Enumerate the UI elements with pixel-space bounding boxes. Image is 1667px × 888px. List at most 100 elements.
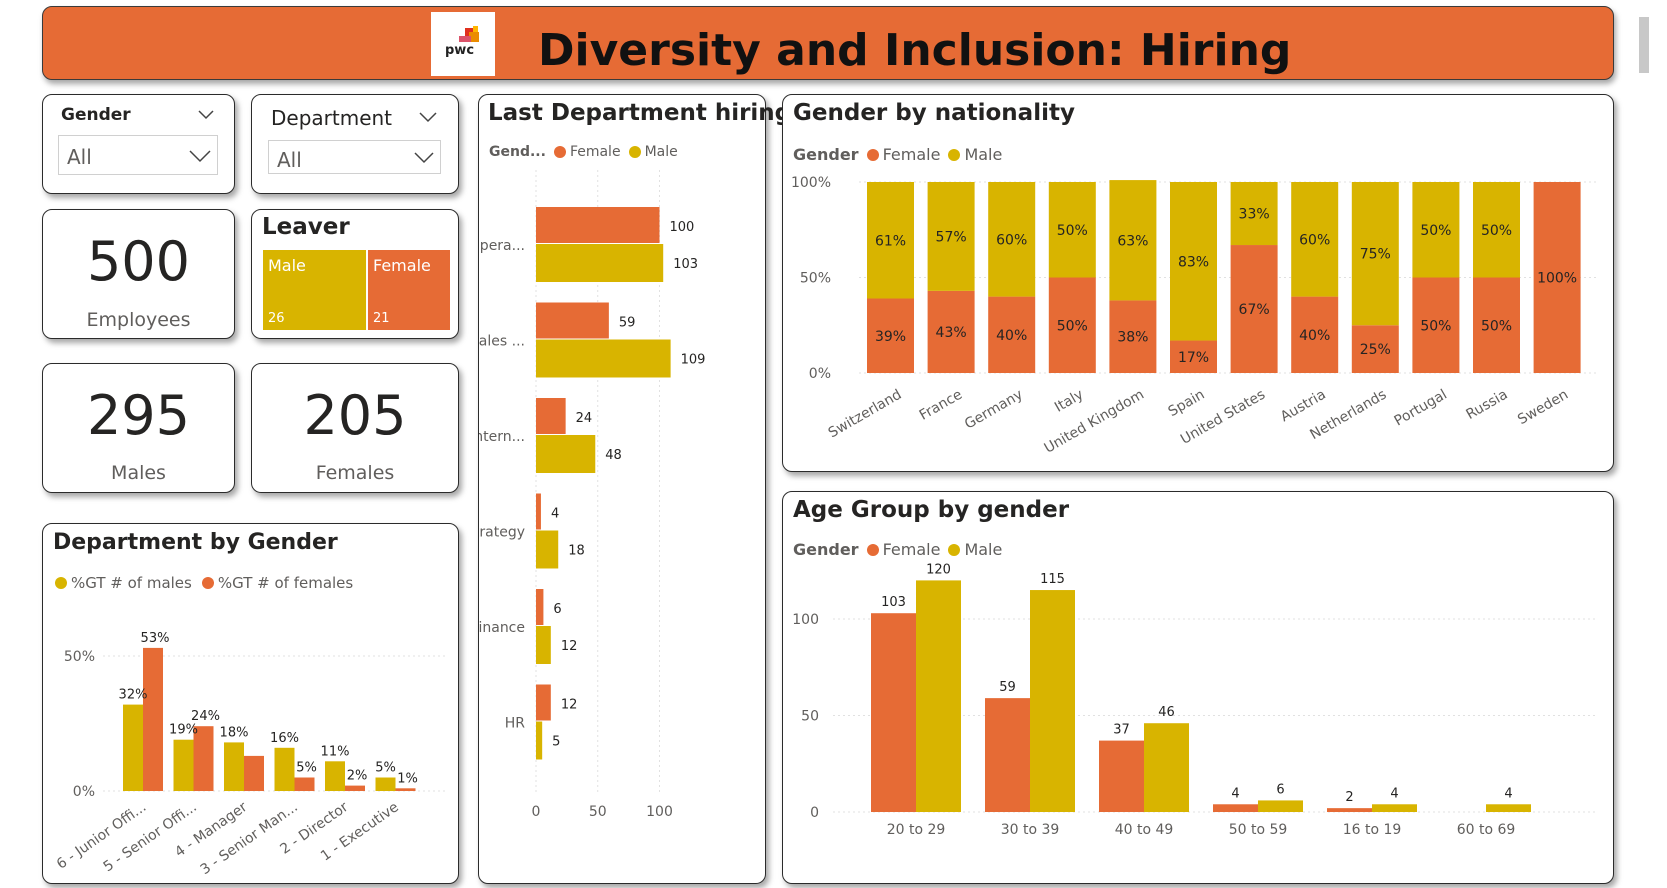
male-bar[interactable] xyxy=(916,580,961,812)
female-bar[interactable] xyxy=(1533,182,1581,373)
female-bar[interactable] xyxy=(1099,740,1144,812)
data-label: 11% xyxy=(321,744,350,759)
males-bar[interactable] xyxy=(173,739,194,791)
gender-slicer[interactable]: Gender All xyxy=(42,94,235,194)
male-bar[interactable] xyxy=(1412,182,1460,278)
data-label: 40% xyxy=(1299,328,1330,344)
department-slicer[interactable]: Department All xyxy=(251,94,459,194)
male-bar[interactable] xyxy=(536,530,559,569)
category-label: Portugal xyxy=(1392,387,1450,430)
legend-male[interactable]: Male xyxy=(644,144,678,160)
female-bar[interactable] xyxy=(867,298,914,373)
male-bar[interactable] xyxy=(1030,590,1075,812)
male-bar[interactable] xyxy=(536,435,596,473)
males-bar[interactable] xyxy=(375,777,396,792)
legend-female[interactable]: Female xyxy=(882,145,941,164)
legend-male[interactable]: Male xyxy=(964,145,1003,164)
male-bar[interactable] xyxy=(1486,804,1531,812)
last-department-hiring-plot: 0 50 100 Opera... 100 103 Sales ... 59 109 Intern… xyxy=(479,170,705,820)
females-bar[interactable] xyxy=(345,785,365,791)
data-label: 24% xyxy=(191,709,220,724)
legend-swatch-female xyxy=(866,148,879,161)
leaver-female-tile[interactable]: Female 21 xyxy=(368,250,450,330)
male-bar[interactable] xyxy=(1291,182,1339,297)
chevron-down-icon[interactable] xyxy=(198,109,214,121)
male-bar[interactable] xyxy=(1230,182,1278,246)
scrollbar[interactable] xyxy=(1639,17,1649,73)
female-bar[interactable] xyxy=(536,684,551,721)
female-bar[interactable] xyxy=(536,493,541,530)
leaver-male-tile[interactable]: Male 26 xyxy=(263,250,366,330)
female-bar[interactable] xyxy=(871,613,916,812)
males-bar[interactable] xyxy=(224,742,244,791)
chart-legend: Gender Female Male xyxy=(793,540,1002,559)
female-bar[interactable] xyxy=(536,589,544,625)
male-bar[interactable] xyxy=(1048,182,1096,278)
age-group-by-gender-chart: Age Group by gender Gender Female Male 1… xyxy=(782,491,1614,884)
females-bar[interactable] xyxy=(143,647,163,791)
legend-male[interactable]: Male xyxy=(964,540,1003,559)
legend-males[interactable]: %GT # of males xyxy=(71,574,192,592)
y-tick-label: 50% xyxy=(64,649,95,665)
female-bar[interactable] xyxy=(536,398,566,434)
y-tick-label: 0% xyxy=(73,784,95,800)
male-bar[interactable] xyxy=(1144,723,1189,812)
leaver-card: Leaver Male 26 Female 21 xyxy=(251,209,459,339)
male-bar[interactable] xyxy=(1372,804,1417,812)
female-bar[interactable] xyxy=(1170,340,1217,373)
legend-female[interactable]: Female xyxy=(882,540,941,559)
chart-legend: Gender Female Male xyxy=(793,145,1002,164)
chevron-down-icon[interactable] xyxy=(419,111,437,123)
female-bar[interactable] xyxy=(1048,277,1096,374)
category-label: 20 to 29 xyxy=(887,822,946,838)
legend-swatch-male xyxy=(628,146,641,158)
male-bar[interactable] xyxy=(867,182,914,299)
female-bar[interactable] xyxy=(1327,808,1372,812)
female-bar[interactable] xyxy=(1230,245,1278,373)
male-bar[interactable] xyxy=(536,721,543,760)
gender-dropdown[interactable]: All xyxy=(58,135,218,175)
male-bar[interactable] xyxy=(1351,182,1399,326)
female-bar[interactable] xyxy=(1109,300,1157,373)
male-bar[interactable] xyxy=(988,182,1036,297)
male-bar[interactable] xyxy=(1109,180,1157,301)
data-label: 61% xyxy=(875,233,906,249)
data-label: 83% xyxy=(1178,254,1209,270)
gender-by-nationality-plot: 100% 50% 0% 39% 61% Switzerland 43% 57% France 40… xyxy=(791,175,1598,457)
male-bar[interactable] xyxy=(536,244,664,282)
female-bar[interactable] xyxy=(1412,277,1460,374)
male-bar[interactable] xyxy=(927,182,975,291)
male-bar[interactable] xyxy=(536,339,671,378)
category-label: Switzerland xyxy=(826,387,905,442)
data-label: 50% xyxy=(1481,223,1512,239)
male-bar[interactable] xyxy=(1170,182,1217,341)
female-bar[interactable] xyxy=(985,698,1030,812)
female-bar[interactable] xyxy=(536,207,660,243)
males-bar[interactable] xyxy=(123,704,143,791)
female-bar[interactable] xyxy=(988,296,1036,373)
male-bar[interactable] xyxy=(536,626,551,664)
legend-female[interactable]: Female xyxy=(569,144,621,160)
female-bar[interactable] xyxy=(1213,804,1258,812)
legend-females[interactable]: %GT # of females xyxy=(217,574,354,592)
male-bar[interactable] xyxy=(1258,800,1303,812)
data-label: 33% xyxy=(1239,207,1270,223)
female-bar[interactable] xyxy=(1351,325,1399,373)
males-bar[interactable] xyxy=(325,761,345,791)
females-bar[interactable] xyxy=(193,726,214,791)
female-bar[interactable] xyxy=(536,302,609,339)
category-label: Austria xyxy=(1278,387,1329,426)
females-bar[interactable] xyxy=(395,788,416,791)
category-label: Germany xyxy=(962,387,1026,433)
females-bar[interactable] xyxy=(244,755,264,791)
data-label: 50% xyxy=(1420,318,1451,334)
females-bar[interactable] xyxy=(294,777,315,792)
female-bar[interactable] xyxy=(1291,296,1339,373)
males-bar[interactable] xyxy=(274,747,295,791)
female-bar[interactable] xyxy=(1473,277,1520,374)
male-bar[interactable] xyxy=(1473,182,1520,278)
female-bar[interactable] xyxy=(927,290,975,373)
data-label: 115 xyxy=(1040,572,1065,587)
kpi-value: 205 xyxy=(303,384,407,447)
department-dropdown[interactable]: All xyxy=(268,140,441,174)
